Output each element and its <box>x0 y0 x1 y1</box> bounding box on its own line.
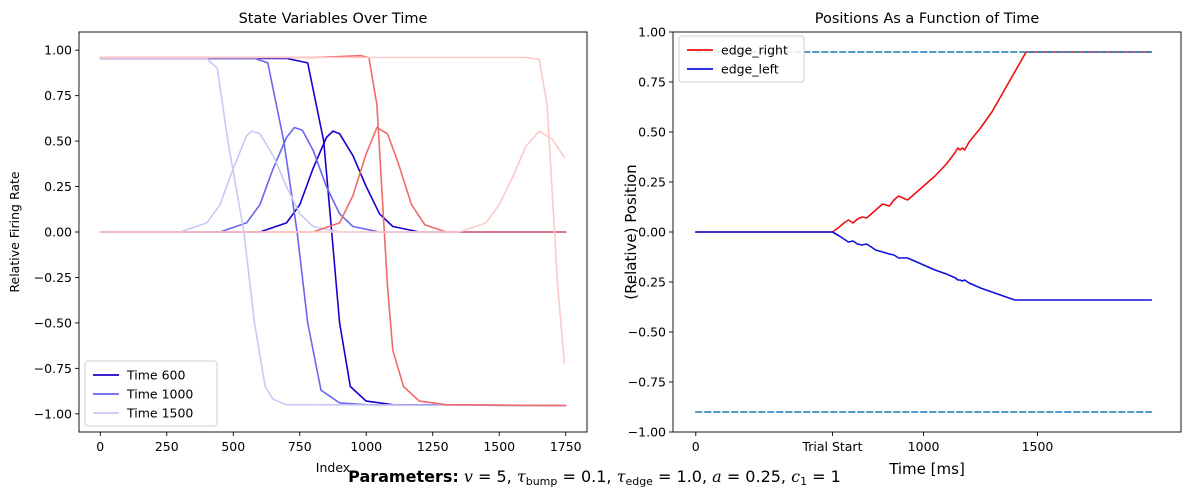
left-legend: Time 600 Time 1000 Time 1500 <box>84 360 218 427</box>
right-chart-panel: 0 Trial Start 1000 1500 1.00 0.75 0.50 0.25 0.00… <box>622 11 1182 478</box>
left-legend-label-0: Time 600 <box>126 368 185 383</box>
right-chart-title: Positions As a Function of Time <box>815 11 1040 27</box>
left-series-line-3 <box>99 126 567 233</box>
right-y-tick-label-2: 0.50 <box>638 125 666 140</box>
right-legend-label-1: edge_left <box>721 62 779 77</box>
param-tau-bump-value: = 0.1, <box>562 467 612 486</box>
right-legend-label-0: edge_right <box>721 43 788 58</box>
param-v-symbol: v <box>463 467 473 486</box>
left-y-tick-label-1: 0.75 <box>44 88 72 103</box>
left-y-tick-label-5: −0.25 <box>34 270 72 285</box>
left-chart-panel: 0 250 500 750 1000 1250 1500 1750 1.00 0.75 0.50 0.… <box>7 11 588 475</box>
left-legend-label-2: Time 1500 <box>126 406 193 421</box>
param-c-subscript: 1 <box>800 475 808 488</box>
left-series-line-9 <box>99 130 566 233</box>
param-a-symbol: a <box>712 467 722 486</box>
param-v-value: = 5, <box>478 467 512 486</box>
left-x-tick-label-3: 750 <box>288 439 312 454</box>
left-series-line-6 <box>99 54 567 407</box>
left-series-line-1 <box>99 130 567 233</box>
param-tau-edge-value: = 1.0, <box>658 467 708 486</box>
right-y-tick-label-7: −0.75 <box>628 375 666 390</box>
right-y-tick-label-3: 0.25 <box>638 175 666 190</box>
left-chart-title: State Variables Over Time <box>239 11 428 27</box>
param-a-value: = 0.25, <box>726 467 787 486</box>
right-y-tick-label-8: −1.00 <box>628 425 666 440</box>
param-edge-subscript: edge <box>625 475 653 488</box>
parameters-caption: Parameters: v = 5, τbump = 0.1, τedge = … <box>0 467 1189 488</box>
right-chart-xlabel: Time [ms] <box>888 460 965 478</box>
param-c-value: = 1 <box>812 467 841 486</box>
left-series-line-4 <box>99 57 567 407</box>
left-x-tick-label-0: 0 <box>96 439 104 454</box>
left-series-line-0 <box>99 57 567 407</box>
right-y-tick-label-1: 0.75 <box>638 75 666 90</box>
left-series-line-7 <box>99 126 567 233</box>
right-chart-ylabel: (Relative) Position <box>622 164 640 299</box>
left-x-tick-label-4: 1000 <box>350 439 382 454</box>
right-x-tick-label-0: 0 <box>692 439 700 454</box>
right-legend: edge_right edge_left <box>678 35 805 83</box>
left-y-tick-label-8: −1.00 <box>34 406 72 421</box>
left-series-group <box>99 54 567 407</box>
right-legend-box <box>678 35 805 83</box>
left-x-tick-label-7: 1750 <box>550 439 582 454</box>
right-y-tick-label-4: 0.00 <box>638 225 666 240</box>
left-y-tick-label-4: 0.00 <box>44 225 72 240</box>
left-x-tick-label-2: 500 <box>221 439 245 454</box>
left-chart-ylabel: Relative Firing Rate <box>7 171 22 293</box>
param-tau-bump-symbol: τ <box>516 467 526 486</box>
left-y-tick-label-6: −0.50 <box>34 315 72 330</box>
parameters-label: Parameters: <box>348 467 459 486</box>
left-legend-label-1: Time 1000 <box>126 387 193 402</box>
left-series-line-5 <box>99 130 567 233</box>
param-tau-edge-symbol: τ <box>616 467 626 486</box>
param-c-symbol: c <box>791 467 801 486</box>
left-y-tick-label-2: 0.50 <box>44 134 72 149</box>
right-x-tick-label-1: Trial Start <box>801 439 862 454</box>
left-series-line-2 <box>99 57 567 407</box>
right-x-tick-label-2: 1000 <box>908 439 940 454</box>
right-y-tick-label-5: −0.25 <box>628 275 666 290</box>
left-series-line-8 <box>99 56 566 364</box>
right-y-tick-label-6: −0.50 <box>628 325 666 340</box>
right-series-group <box>694 51 1153 413</box>
left-x-tick-label-1: 250 <box>155 439 179 454</box>
left-y-tick-label-0: 1.00 <box>44 43 72 58</box>
left-y-tick-label-7: −0.75 <box>34 361 72 376</box>
left-x-tick-label-5: 1250 <box>417 439 449 454</box>
left-legend-box <box>84 360 218 427</box>
left-chart-xlabel: Index <box>316 460 350 475</box>
left-x-tick-label-6: 1500 <box>483 439 515 454</box>
right-y-tick-label-0: 1.00 <box>638 25 666 40</box>
param-bump-subscript: bump <box>525 475 558 488</box>
left-y-tick-label-3: 0.25 <box>44 179 72 194</box>
right-series-line-1 <box>694 231 1153 301</box>
right-x-tick-label-3: 1500 <box>1022 439 1054 454</box>
